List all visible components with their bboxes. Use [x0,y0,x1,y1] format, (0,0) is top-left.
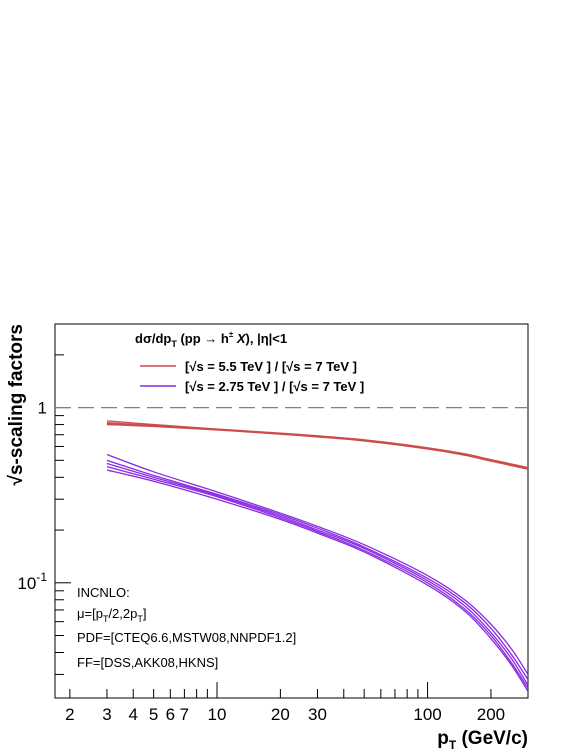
plot-frame [54,323,529,699]
series-line-2p75-6 [106,462,529,686]
x-tick-label: 20 [271,705,290,724]
annotation-pdf: PDF=[CTEQ6.6,MSTW08,NNPDF1.2] [77,630,296,645]
y-tick-label: 10-1 [17,570,47,593]
x-tick-label: 3 [102,705,111,724]
x-tick-label: 30 [308,705,327,724]
y-tick-label: 1 [38,399,47,418]
series-line-2p75-7 [106,466,529,689]
series-line-2p75-5 [106,459,529,681]
annotation-incnlo: INCNLO: [77,585,130,600]
series-layer [106,420,529,692]
series-line-5p5-2 [106,423,529,470]
x-tick-label: 6 [166,705,175,724]
annotation-mu: μ=[pT/2,2pT] [77,606,146,624]
legend-label-2p75: [√s = 2.75 TeV ] / [√s = 7 TeV ] [185,379,364,394]
y-axis-title: √s-scaling factors [6,324,27,485]
series-line-2p75-4 [106,453,529,675]
x-axis-title: pT (GeV/c) [437,728,528,752]
x-tick-label: 10 [208,705,227,724]
x-tick-label: 5 [149,705,158,724]
x-tick-label: 7 [180,705,189,724]
series-line-5p5-1 [106,422,529,469]
legend: dσ/dpT (pp → h± X), |η|<1 [√s = 5.5 TeV … [135,330,364,394]
x-tick-label: 4 [129,705,138,724]
x-tick-label: 200 [477,705,505,724]
series-line-5p5-3 [106,422,529,470]
legend-label-5p5: [√s = 5.5 TeV ] / [√s = 7 TeV ] [185,359,357,374]
x-tick-label: 2 [65,705,74,724]
series-line-2p75-8 [106,469,529,692]
tick-label-layer: 2 3 4 5 6 7 10 20 30 100 200 1 10-1 [17,399,505,724]
legend-header: dσ/dpT (pp → h± X), |η|<1 [135,330,287,349]
x-tick-label: 100 [413,705,441,724]
annotation-ff: FF=[DSS,AKK08,HKNS] [77,655,218,670]
annotation-block: INCNLO: μ=[pT/2,2pT] PDF=[CTEQ6.6,MSTW08… [77,585,296,670]
